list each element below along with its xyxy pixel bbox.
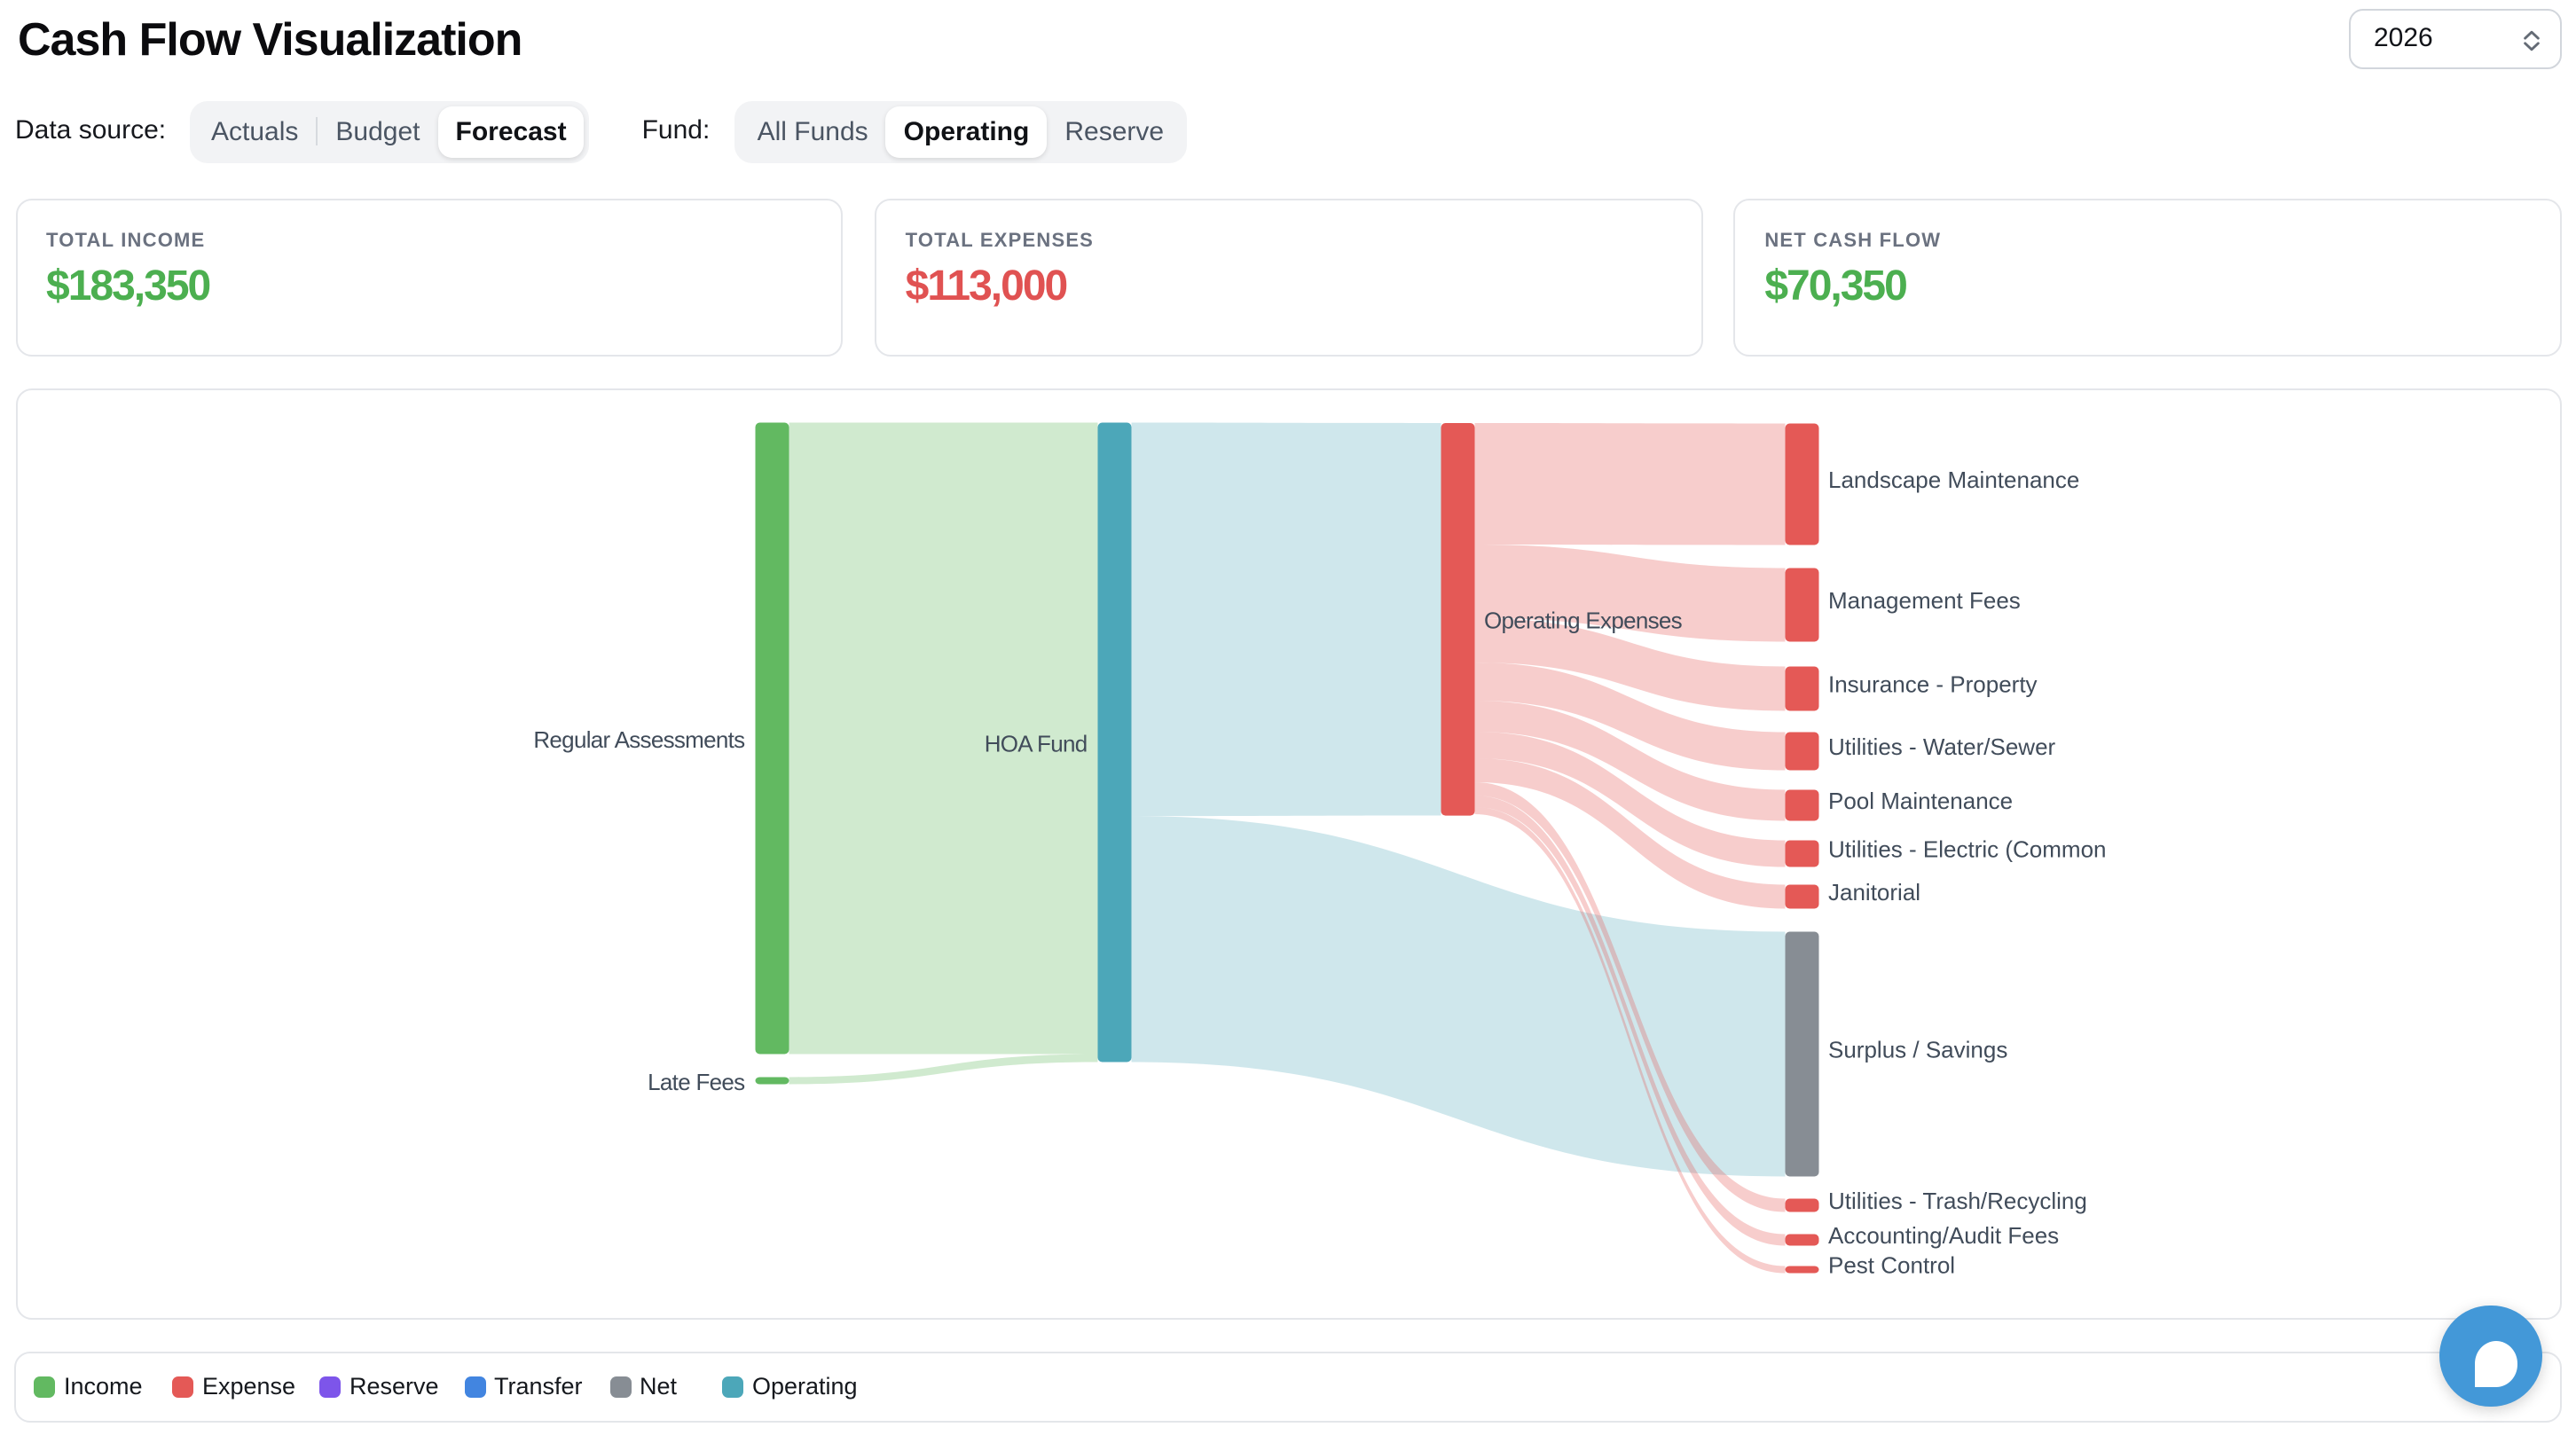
svg-text:Pool Maintenance: Pool Maintenance [1827, 787, 2012, 813]
svg-text:Management Fees: Management Fees [1827, 586, 2020, 613]
svg-text:Janitorial: Janitorial [1827, 878, 1920, 905]
svg-text:Pest Control: Pest Control [1827, 1251, 1954, 1278]
svg-text:Surplus / Savings: Surplus / Savings [1827, 1036, 2007, 1063]
svg-text:Accounting/Audit Fees: Accounting/Audit Fees [1827, 1221, 2058, 1248]
svg-text:Late Fees: Late Fees [647, 1068, 744, 1094]
svg-text:Landscape Maintenance: Landscape Maintenance [1827, 466, 2078, 492]
svg-text:Utilities - Trash/Recycling: Utilities - Trash/Recycling [1827, 1187, 2086, 1213]
svg-text:Operating Expenses: Operating Expenses [1483, 607, 1682, 633]
svg-text:HOA Fund: HOA Fund [984, 729, 1087, 756]
svg-text:Insurance - Property: Insurance - Property [1827, 670, 2037, 697]
svg-text:Utilities - Electric (Common: Utilities - Electric (Common [1827, 835, 2106, 862]
svg-text:Utilities - Water/Sewer: Utilities - Water/Sewer [1827, 733, 2055, 759]
svg-text:Regular Assessments: Regular Assessments [532, 725, 744, 752]
